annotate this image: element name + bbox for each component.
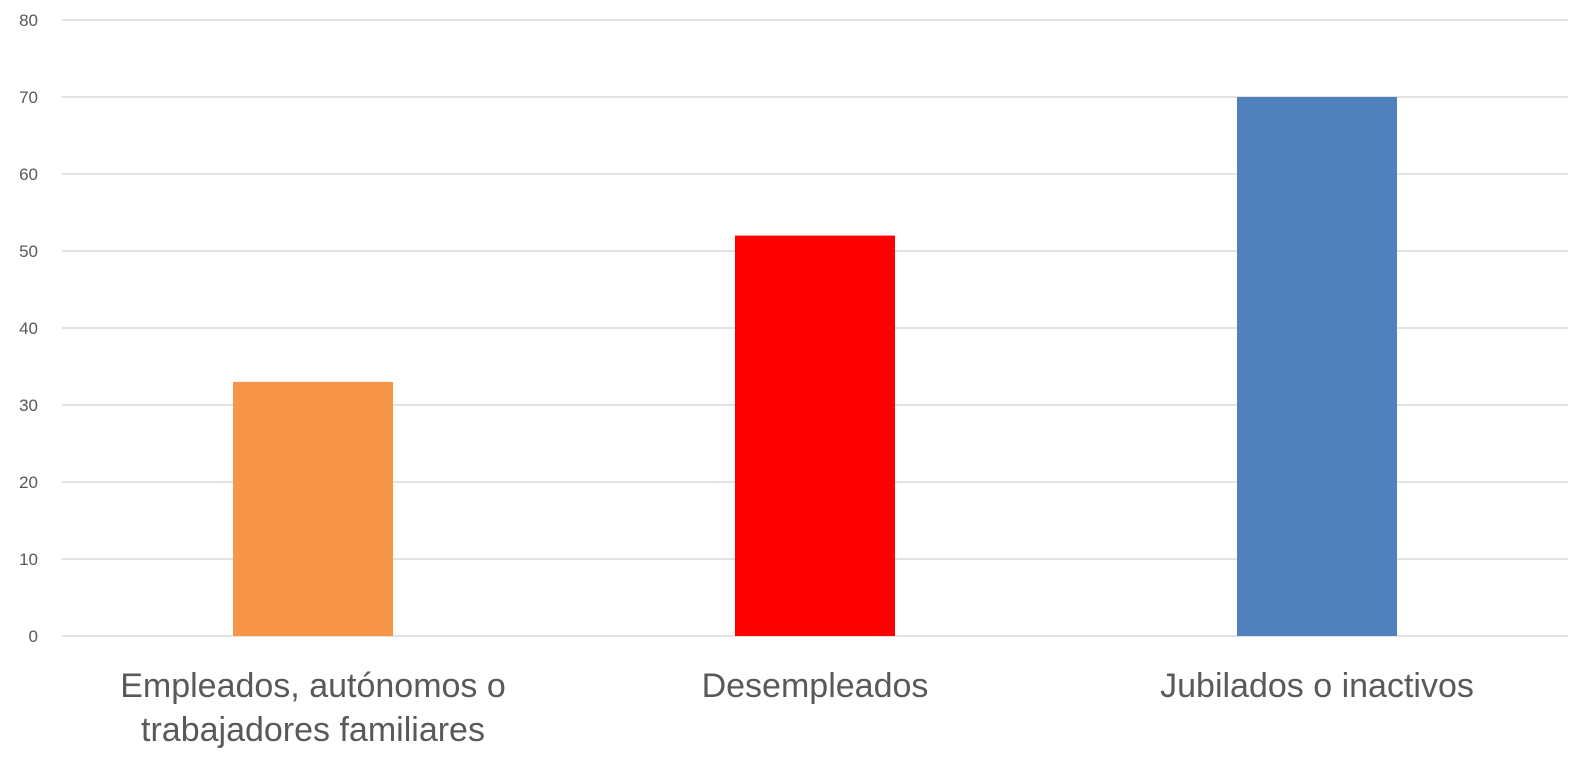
y-tick-label: 0 [29,627,38,646]
y-axis-tick-labels: 0 10 20 30 40 50 60 70 80 [19,11,38,646]
x-category-label-line: trabajadores familiares [141,711,485,749]
x-category-label: Desempleados [702,667,929,705]
y-tick-label: 60 [19,165,38,184]
bar-1 [233,381,393,636]
y-tick-label: 50 [19,242,38,261]
x-axis-category-labels: Empleados, autónomos o trabajadores famil… [120,667,1474,749]
y-tick-label: 20 [19,473,38,492]
x-category-label-line: Desempleados [702,667,929,705]
bars [233,97,1397,636]
y-tick-label: 70 [19,88,38,107]
x-category-label: Jubilados o inactivos [1160,667,1474,705]
x-category-label-line: Jubilados o inactivos [1160,667,1474,705]
y-tick-label: 40 [19,319,38,338]
y-tick-label: 80 [19,11,38,30]
y-tick-label: 30 [19,396,38,415]
x-category-label-line: Empleados, autónomos o [120,667,506,705]
bar-2 [735,235,895,636]
bar-3 [1237,97,1397,636]
y-tick-label: 10 [19,550,38,569]
x-category-label: Empleados, autónomos o trabajadores famil… [120,667,506,749]
